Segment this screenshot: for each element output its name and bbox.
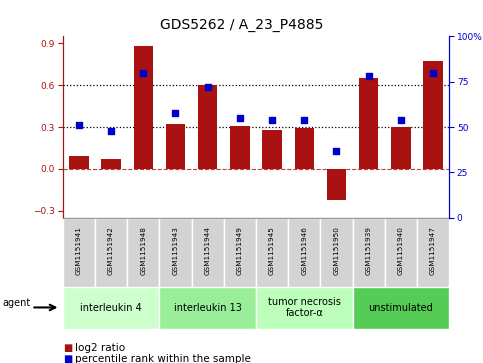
Bar: [101, 159, 121, 169]
Bar: [353, 287, 449, 329]
Point: [333, 148, 341, 154]
Point: [429, 70, 437, 76]
Bar: [320, 218, 353, 287]
Bar: [424, 61, 443, 169]
Text: interleukin 4: interleukin 4: [80, 303, 142, 313]
Bar: [391, 127, 411, 169]
Text: GSM1151948: GSM1151948: [140, 227, 146, 276]
Bar: [159, 218, 192, 287]
Text: GSM1151940: GSM1151940: [398, 227, 404, 276]
Bar: [127, 218, 159, 287]
Point: [204, 84, 212, 90]
Bar: [359, 78, 378, 169]
Text: ■: ■: [63, 343, 72, 354]
Text: log2 ratio: log2 ratio: [75, 343, 125, 354]
Text: agent: agent: [2, 298, 30, 308]
Text: tumor necrosis
factor-α: tumor necrosis factor-α: [268, 297, 341, 318]
Bar: [353, 218, 385, 287]
Bar: [385, 218, 417, 287]
Bar: [262, 130, 282, 169]
Bar: [134, 46, 153, 169]
Text: ■: ■: [63, 354, 72, 363]
Bar: [256, 218, 288, 287]
Bar: [192, 218, 224, 287]
Bar: [327, 169, 346, 200]
Point: [107, 128, 115, 134]
Bar: [63, 218, 95, 287]
Point: [140, 70, 147, 76]
Bar: [230, 126, 250, 169]
Bar: [224, 218, 256, 287]
Point: [236, 115, 244, 121]
Bar: [63, 287, 159, 329]
Point: [75, 122, 83, 128]
Bar: [198, 85, 217, 169]
Bar: [417, 218, 449, 287]
Text: GDS5262 / A_23_P4885: GDS5262 / A_23_P4885: [160, 19, 323, 32]
Point: [300, 117, 308, 123]
Bar: [166, 124, 185, 169]
Text: GSM1151947: GSM1151947: [430, 227, 436, 276]
Text: GSM1151946: GSM1151946: [301, 227, 307, 276]
Bar: [95, 218, 127, 287]
Text: GSM1151944: GSM1151944: [205, 227, 211, 276]
Bar: [288, 218, 320, 287]
Point: [365, 73, 372, 79]
Text: GSM1151950: GSM1151950: [333, 227, 340, 276]
Text: GSM1151939: GSM1151939: [366, 227, 372, 276]
Text: unstimulated: unstimulated: [369, 303, 433, 313]
Text: percentile rank within the sample: percentile rank within the sample: [75, 354, 251, 363]
Text: GSM1151941: GSM1151941: [76, 227, 82, 276]
Point: [171, 110, 179, 115]
Bar: [256, 287, 353, 329]
Text: GSM1151949: GSM1151949: [237, 227, 243, 276]
Text: GSM1151943: GSM1151943: [172, 227, 179, 276]
Point: [268, 117, 276, 123]
Bar: [159, 287, 256, 329]
Point: [397, 117, 405, 123]
Text: GSM1151942: GSM1151942: [108, 227, 114, 276]
Bar: [295, 129, 314, 169]
Text: GSM1151945: GSM1151945: [269, 227, 275, 276]
Text: interleukin 13: interleukin 13: [174, 303, 242, 313]
Bar: [69, 156, 88, 169]
